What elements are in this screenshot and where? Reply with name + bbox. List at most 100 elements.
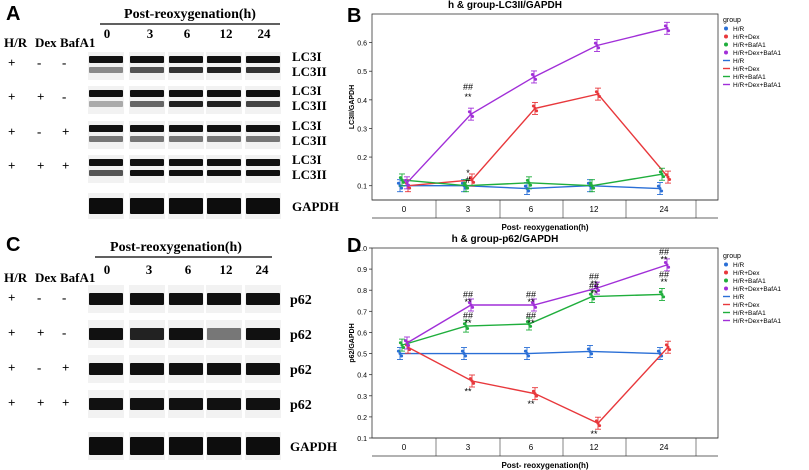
lc3ii-band bbox=[246, 136, 280, 142]
y-tick-label: 0.6 bbox=[357, 41, 367, 48]
data-point bbox=[590, 295, 594, 299]
data-point bbox=[664, 173, 668, 177]
y-tick-label: 0.9 bbox=[357, 267, 367, 274]
lc3i-band bbox=[207, 159, 241, 166]
data-point bbox=[396, 181, 400, 185]
lc3i-band bbox=[130, 56, 164, 63]
y-tick-label: 1.0 bbox=[357, 246, 367, 253]
legend-entry: H/R bbox=[733, 26, 745, 33]
lc3ii-band bbox=[89, 136, 123, 142]
legend-entry: H/R bbox=[733, 58, 745, 65]
data-point bbox=[658, 187, 662, 191]
panel-d-letter: D bbox=[347, 235, 361, 257]
lc3ii-band bbox=[207, 101, 241, 107]
data-point bbox=[462, 181, 466, 185]
x-tick-label: 0 bbox=[402, 443, 407, 452]
data-point bbox=[466, 186, 470, 190]
lc3ii-band bbox=[207, 170, 241, 176]
panel-a-header-bafa1: BafA1 bbox=[60, 35, 95, 50]
lc3i-band bbox=[169, 125, 203, 132]
data-point bbox=[400, 354, 404, 358]
legend-swatch-dot bbox=[724, 278, 728, 283]
data-point bbox=[468, 176, 472, 180]
data-point bbox=[462, 322, 466, 326]
y-tick-label: 0.5 bbox=[357, 352, 367, 359]
legend-entry: H/R+Dex bbox=[733, 302, 760, 309]
lc3i-band bbox=[246, 90, 280, 97]
data-point bbox=[470, 178, 474, 182]
x-tick-label: 3 bbox=[466, 205, 471, 214]
data-point bbox=[535, 109, 539, 113]
data-point bbox=[660, 172, 664, 176]
data-point bbox=[523, 184, 527, 188]
panel-a-timepoints: 0 3 6 12 24 bbox=[104, 26, 271, 41]
panel-a-letter: A bbox=[6, 3, 20, 25]
x-tick-label: 24 bbox=[660, 205, 669, 214]
data-point bbox=[396, 349, 400, 353]
x-tick-label: 6 bbox=[529, 205, 534, 214]
significance-marker: ## bbox=[463, 311, 473, 321]
data-point bbox=[467, 301, 471, 305]
data-point bbox=[533, 106, 537, 110]
x-tick-label: 24 bbox=[660, 443, 669, 452]
significance-marker: ## bbox=[659, 247, 669, 257]
panel-c-gapdh-label: GAPDH bbox=[290, 439, 337, 454]
data-point bbox=[398, 176, 402, 180]
y-tick-label: 0.1 bbox=[357, 436, 367, 443]
p62-band bbox=[130, 398, 164, 410]
data-point bbox=[530, 301, 534, 305]
legend-entry: H/R bbox=[733, 262, 745, 269]
significance-marker: ** bbox=[464, 92, 472, 102]
panel-a-row-3-sign: - bbox=[37, 124, 41, 139]
panel-a-row-3-sign: + bbox=[62, 124, 69, 139]
panel-a-row-label-lc3i: LC3I bbox=[292, 83, 322, 98]
p62-band bbox=[89, 293, 123, 305]
data-point bbox=[400, 178, 404, 182]
panel-a-row-label-lc3ii: LC3II bbox=[292, 98, 327, 113]
data-point bbox=[593, 284, 597, 288]
p62-band bbox=[207, 328, 241, 340]
data-point bbox=[667, 265, 671, 269]
legend-swatch-dot bbox=[724, 50, 728, 55]
lc3i-band bbox=[169, 56, 203, 63]
panel-a-row-1-sign: - bbox=[37, 55, 41, 70]
legend-entry: H/R+Dex+BafA1 bbox=[733, 286, 781, 293]
panel-a-time-0: 0 bbox=[104, 26, 111, 41]
data-point bbox=[662, 175, 666, 179]
lc3i-band bbox=[89, 125, 123, 132]
lc3i-band bbox=[130, 159, 164, 166]
significance-marker: ## bbox=[589, 281, 599, 291]
lc3ii-band bbox=[246, 67, 280, 73]
data-point bbox=[594, 90, 598, 94]
data-point bbox=[665, 263, 669, 267]
significance-marker: ** bbox=[464, 318, 472, 328]
significance-marker: # bbox=[465, 175, 470, 185]
p62-band bbox=[246, 328, 280, 340]
data-point bbox=[535, 394, 539, 398]
data-point bbox=[527, 189, 531, 193]
legend-entry: H/R+Dex bbox=[733, 34, 760, 41]
y-tick-label: 0.3 bbox=[357, 394, 367, 401]
series-line-h-r bbox=[400, 350, 661, 355]
data-point bbox=[598, 95, 602, 99]
lc3ii-band bbox=[130, 136, 164, 142]
panel-a-time-6: 6 bbox=[184, 26, 191, 41]
panel-c-header-bafa1: BafA1 bbox=[60, 270, 95, 285]
panel-c-letter: C bbox=[6, 234, 20, 256]
lc3ii-band bbox=[130, 170, 164, 176]
data-point bbox=[660, 292, 664, 296]
data-point bbox=[532, 303, 536, 307]
data-point bbox=[590, 184, 594, 188]
panel-a-time-24: 24 bbox=[258, 26, 272, 41]
data-point bbox=[668, 178, 672, 182]
panel-a-header-title: Post-reoxygenation(h) bbox=[124, 7, 256, 22]
legend-entry: H/R+BafA1 bbox=[733, 278, 766, 285]
lc3ii-band bbox=[89, 101, 123, 107]
lc3i-band bbox=[169, 90, 203, 97]
data-point bbox=[470, 379, 474, 383]
panel-a-row-label-lc3ii: LC3II bbox=[292, 64, 327, 79]
